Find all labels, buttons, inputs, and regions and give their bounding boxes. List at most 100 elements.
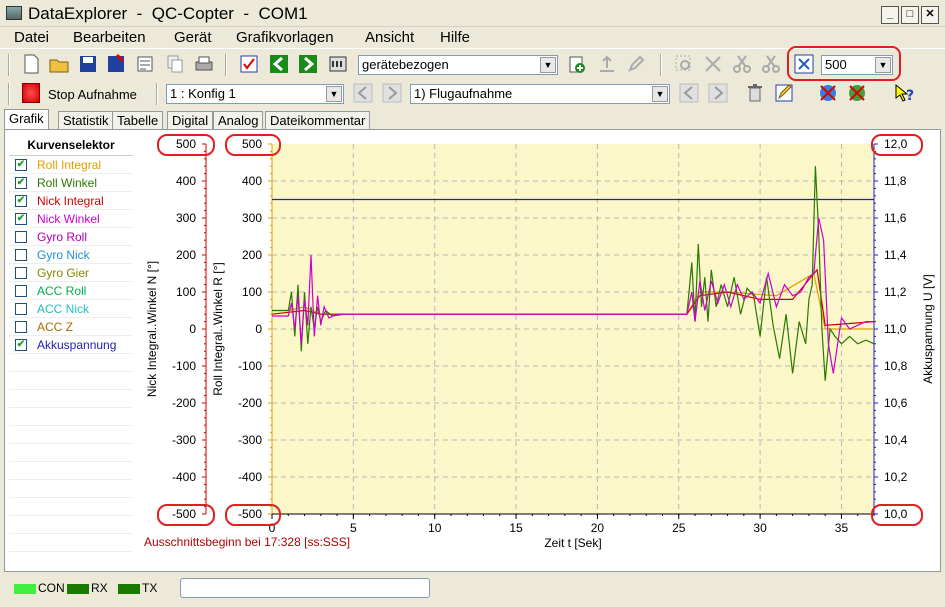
edit-recording-icon[interactable] [773,82,795,104]
menu-bar: Datei Bearbeiten Gerät Grafikvorlagen An… [0,27,945,49]
roll-axis-tick-label: 300 [242,211,262,225]
tab-digital[interactable]: Digital [167,111,214,129]
toolbar-separator [660,54,662,76]
delete-icon[interactable] [744,82,766,104]
curve-selector-item[interactable]: Gyro Gier [9,264,133,282]
tab-analog[interactable]: Analog [213,111,264,129]
curve-selector-item[interactable]: ✔ Nick Integral [9,192,133,210]
menu-geraet[interactable]: Gerät [174,29,212,46]
curve-selector-item[interactable]: ACC Roll [9,282,133,300]
roll-axis-tick-label: 100 [242,285,262,299]
checkbox-checked-icon[interactable]: ✔ [15,159,27,171]
stop-record-label[interactable]: Stop Aufnahme [48,87,137,102]
menu-hilfe[interactable]: Hilfe [440,29,471,46]
x-axis-tick-label: 10 [428,521,442,535]
add-device-icon[interactable] [566,53,588,75]
con-led-icon [14,584,36,594]
roll-axis-label: Roll Integral..Winkel R [°] [211,262,225,396]
checkbox-icon[interactable] [15,267,27,279]
checklist-icon[interactable] [238,53,260,75]
checkbox-checked-icon[interactable]: ✔ [15,339,27,351]
config-combo-value: 1 : Konfig 1 [170,86,236,101]
curve-selector-item[interactable]: ✔ Akkuspannung [9,336,133,354]
save-icon[interactable] [77,53,99,75]
arrow-left-icon[interactable] [268,53,290,75]
chevron-down-icon[interactable]: ▼ [540,57,556,73]
nick-axis-tick-label: 300 [176,211,196,225]
checkbox-checked-icon[interactable]: ✔ [15,177,27,189]
curve-selector-label: Gyro Gier [37,266,90,280]
fit-zoom-icon[interactable] [793,53,815,75]
zoom-combo-value: 500 [825,57,847,72]
cut-right-icon [760,53,782,75]
curve-selector-item[interactable]: ACC Z [9,318,133,336]
minimize-button[interactable]: _ [881,6,899,24]
curve-selector-label: ACC Roll [37,284,87,298]
checkbox-icon[interactable] [15,321,27,333]
menu-ansicht[interactable]: Ansicht [365,29,415,46]
zoom-combo[interactable]: 500 ▼ [821,55,893,75]
arrow-right-icon[interactable] [297,53,319,75]
checkbox-icon[interactable] [15,303,27,315]
tab-statistik[interactable]: Statistik [58,111,114,129]
voltage-axis-tick-label: 10,2 [884,470,908,484]
x-axis-tick-label: 5 [350,521,357,535]
chevron-down-icon[interactable]: ▼ [875,57,891,73]
curve-selector-empty-row [9,426,133,444]
save-as-icon[interactable] [105,53,127,75]
globe-offline-icon[interactable] [846,82,868,104]
tab-tabelle[interactable]: Tabelle [112,111,164,129]
config-combo[interactable]: 1 : Konfig 1 ▼ [166,84,344,104]
highlight-axis-limit [157,504,215,526]
nick-axis-label: Nick Integral..Winkel N [°] [145,261,159,397]
line-chart[interactable]: 5004003002001000-100-200-300-400-5005004… [138,134,940,570]
menu-bearbeiten[interactable]: Bearbeiten [73,29,146,46]
nick-axis-tick-label: 0 [189,322,196,336]
curve-selector-item[interactable]: Gyro Roll [9,228,133,246]
device-icon[interactable] [327,53,349,75]
checkbox-checked-icon[interactable]: ✔ [15,195,27,207]
checkbox-icon[interactable] [15,285,27,297]
curve-selector-label: Roll Integral [37,158,102,172]
next-recording-icon [707,82,729,104]
tab-grafik[interactable]: Grafik [4,109,49,129]
mode-combo-value: gerätebezogen [362,57,449,72]
rx-label: RX [91,581,108,595]
recording-combo[interactable]: 1) Flugaufnahme ▼ [410,84,670,104]
menu-grafikvorlagen[interactable]: Grafikvorlagen [236,29,334,46]
curve-selector-item[interactable]: ✔ Roll Integral [9,156,133,174]
checkbox-icon[interactable] [15,231,27,243]
tab-dateikommentar[interactable]: Dateikommentar [265,111,371,129]
chevron-down-icon[interactable]: ▼ [326,86,342,102]
checkbox-icon[interactable] [15,249,27,261]
curve-selector-empty-row [9,516,133,534]
curve-selector-item[interactable]: Gyro Nick [9,246,133,264]
voltage-axis-tick-label: 10,4 [884,433,908,447]
record-toolbar: Stop Aufnahme 1 : Konfig 1 ▼ 1) Flugaufna… [0,79,945,108]
nick-axis-tick-label: -500 [172,507,196,521]
app-icon [6,6,22,20]
properties-icon[interactable] [134,53,156,75]
curve-selector-item[interactable]: ✔ Roll Winkel [9,174,133,192]
mode-combo[interactable]: gerätebezogen ▼ [358,55,558,75]
globe-disabled-icon[interactable] [817,82,839,104]
x-axis-tick-label: 35 [835,521,849,535]
close-button[interactable]: ✕ [921,6,939,24]
chevron-down-icon[interactable]: ▼ [652,86,668,102]
help-pointer-icon[interactable]: ? [893,82,915,104]
stop-record-icon[interactable] [22,83,40,103]
voltage-axis-tick-label: 11,2 [884,285,907,299]
curve-selector-label: Gyro Roll [37,230,88,244]
print-icon[interactable] [193,53,215,75]
checkbox-checked-icon[interactable]: ✔ [15,213,27,225]
roll-axis-tick-label: -500 [238,507,262,521]
curve-selector-item[interactable]: ACC Nick [9,300,133,318]
curve-selector-label: Nick Integral [37,194,104,208]
open-folder-icon[interactable] [48,53,70,75]
chart-annotation: Ausschnittsbeginn bei 17:328 [ss:SSS] [144,535,350,549]
menu-datei[interactable]: Datei [14,29,50,46]
curve-selector-item[interactable]: ✔ Nick Winkel [9,210,133,228]
maximize-button[interactable]: □ [901,6,919,24]
copy-icon[interactable] [164,53,186,75]
new-file-icon[interactable] [20,53,42,75]
